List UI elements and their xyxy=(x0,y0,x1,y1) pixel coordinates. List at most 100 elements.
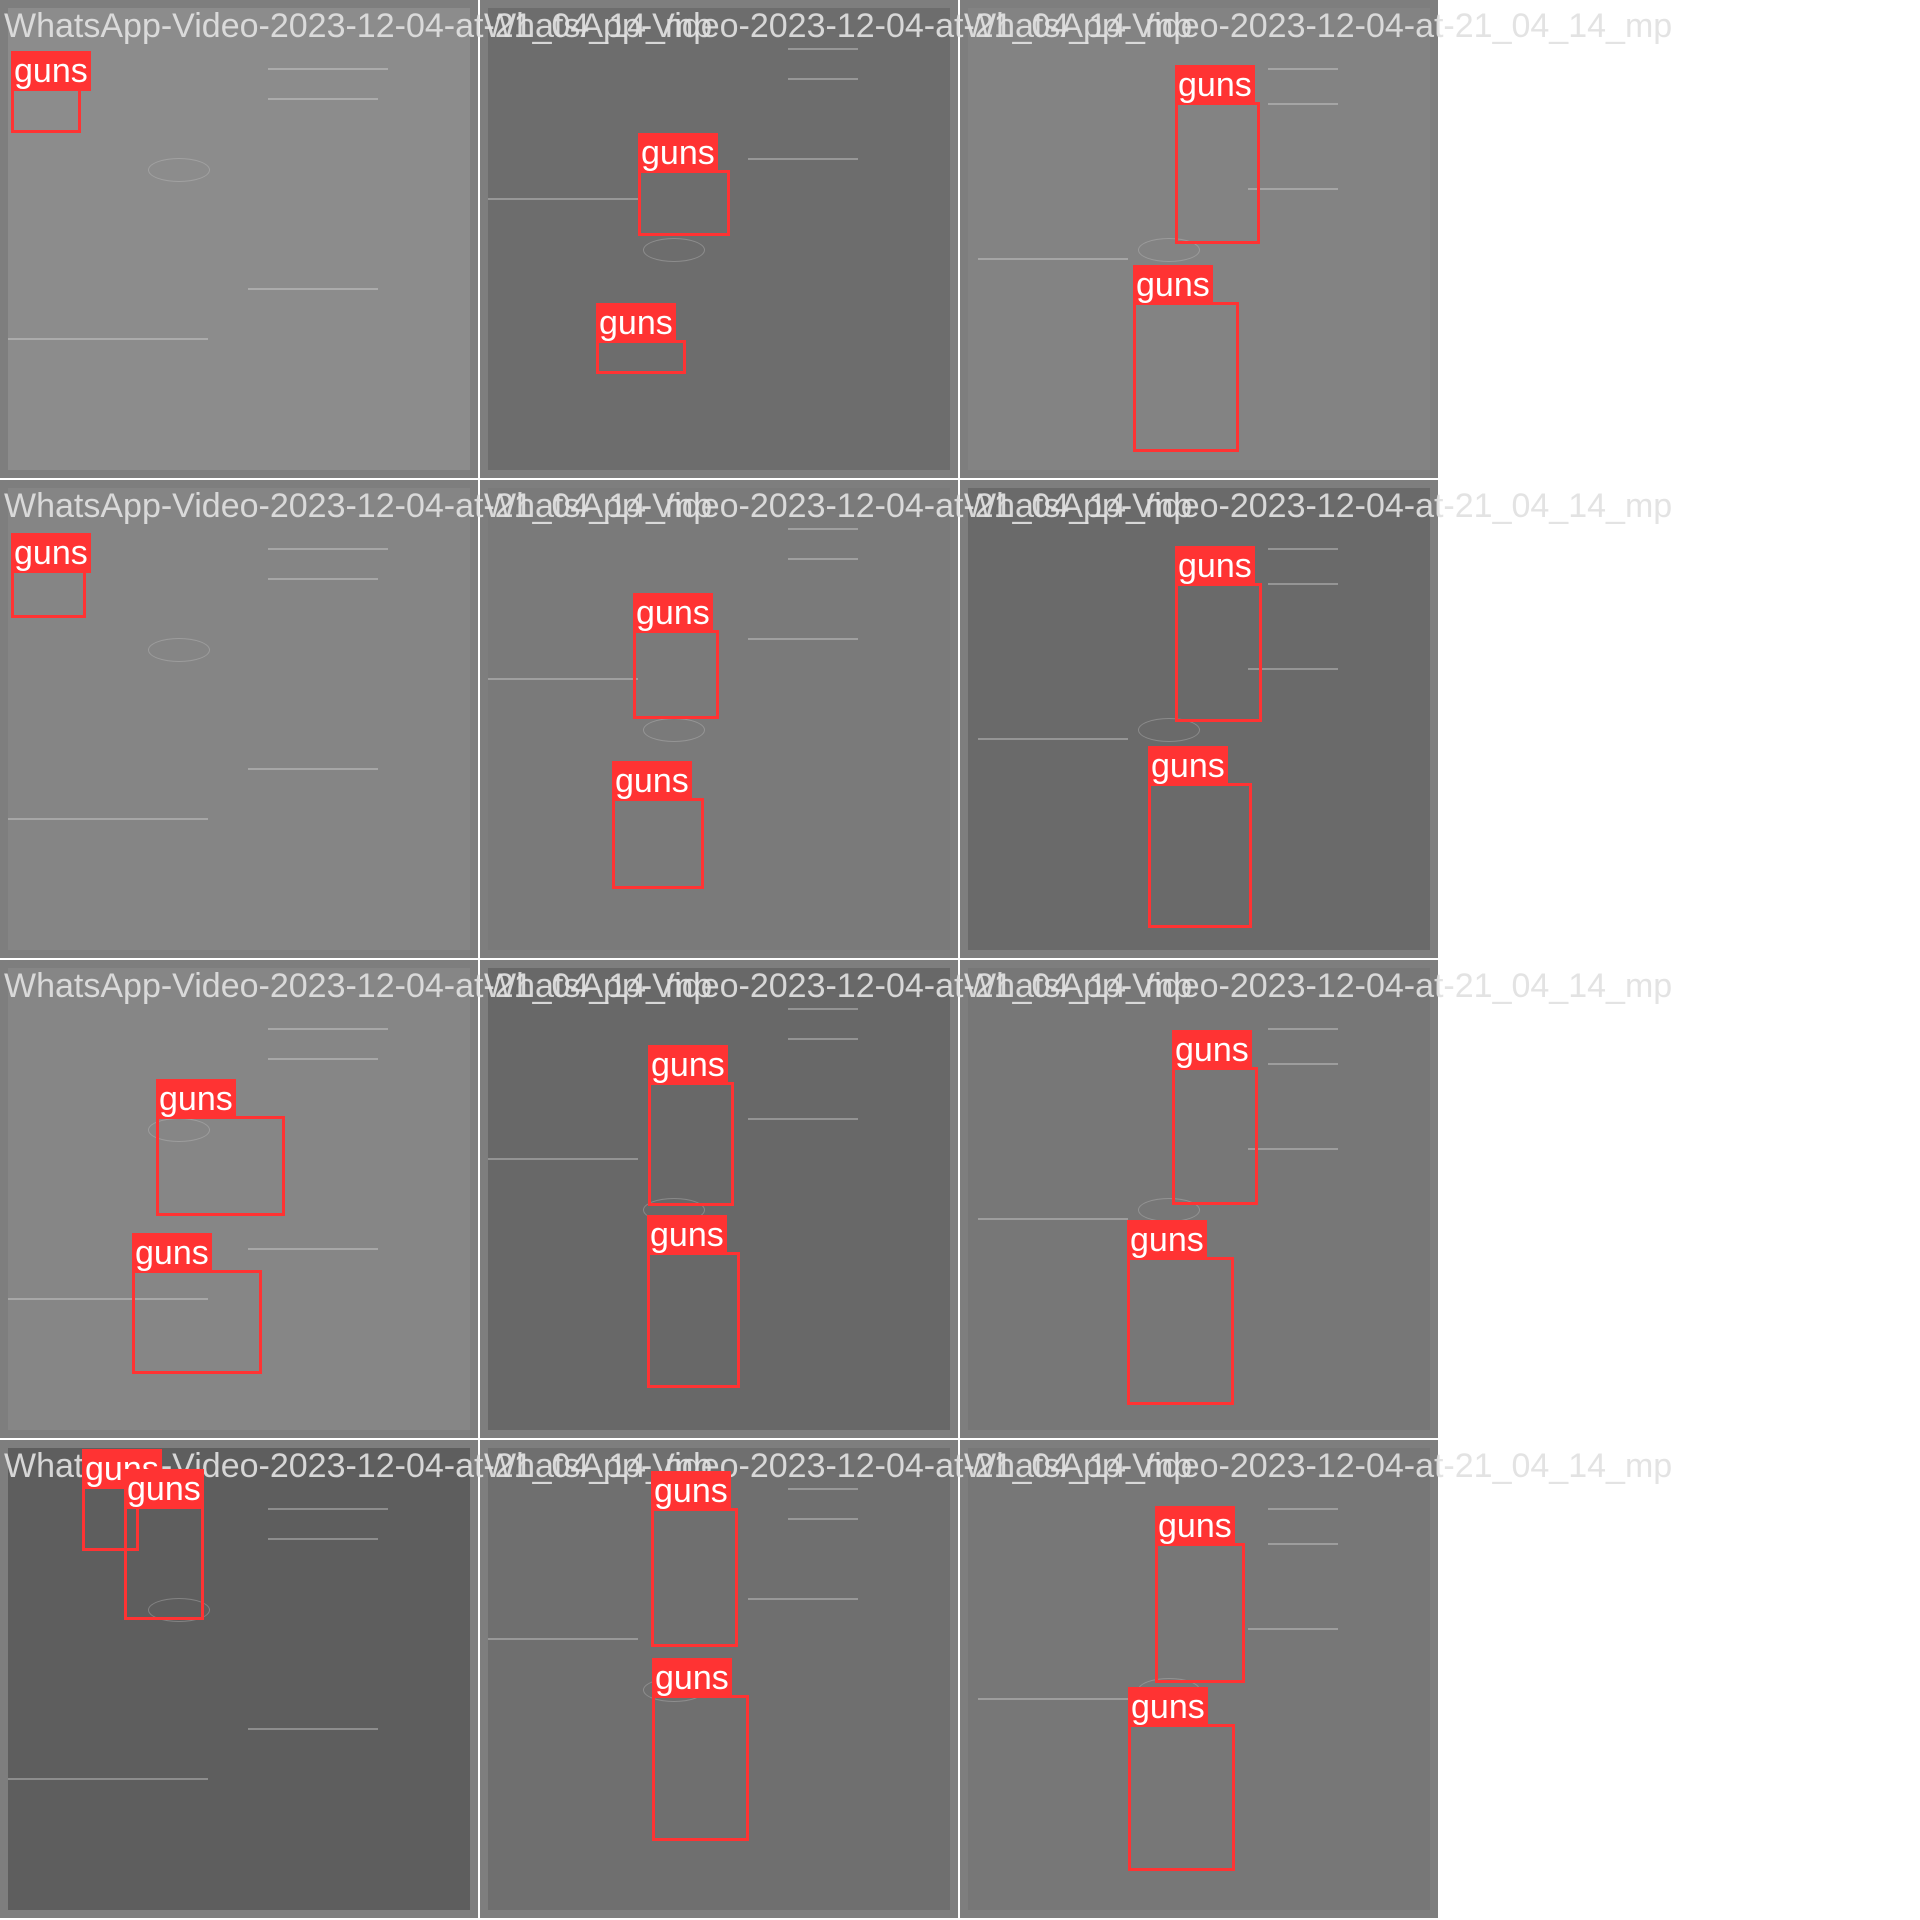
image-tile xyxy=(480,0,958,478)
image-tile xyxy=(480,480,958,958)
image-streak xyxy=(248,1728,378,1730)
image-streak xyxy=(488,1638,638,1640)
image-streak xyxy=(1268,1543,1338,1545)
detection-label: guns xyxy=(1175,546,1255,586)
image-streak xyxy=(748,638,858,640)
detection-box: guns xyxy=(647,1215,740,1388)
detection-label: guns xyxy=(596,303,676,343)
image-tile xyxy=(0,1440,478,1918)
detection-label: guns xyxy=(11,51,91,91)
image-blob xyxy=(1138,718,1200,742)
image-streak xyxy=(1248,188,1338,190)
detection-label: guns xyxy=(612,761,692,801)
image-streak xyxy=(748,1598,858,1600)
detection-label: guns xyxy=(132,1233,212,1273)
image-streak xyxy=(748,158,858,160)
image-blob xyxy=(1138,238,1200,262)
detection-box: guns xyxy=(651,1471,738,1647)
image-streak xyxy=(268,578,378,580)
image-streak xyxy=(8,1298,208,1300)
detection-box: guns xyxy=(1127,1220,1234,1405)
detection-label: guns xyxy=(1148,746,1228,786)
tile-filename: WhatsApp-Video-2023-12-04-at-21_04_14_mp xyxy=(4,487,713,525)
tile-filename: WhatsApp-Video-2023-12-04-at-21_04_14_mp xyxy=(484,1447,1193,1485)
detection-label: guns xyxy=(1128,1687,1208,1727)
image-streak xyxy=(268,68,388,70)
detection-box: guns xyxy=(1172,1030,1258,1205)
image-streak xyxy=(248,1248,378,1250)
detection-box: guns xyxy=(1148,746,1252,928)
detection-label: guns xyxy=(1172,1030,1252,1070)
detection-label: guns xyxy=(647,1215,727,1255)
detection-label: guns xyxy=(11,533,91,573)
detection-label: guns xyxy=(1155,1506,1235,1546)
image-streak xyxy=(978,258,1128,260)
detection-label: guns xyxy=(638,133,718,173)
detection-box: guns xyxy=(1155,1506,1245,1683)
image-streak xyxy=(788,1038,858,1040)
image-streak xyxy=(1268,103,1338,105)
image-streak xyxy=(1248,1148,1338,1150)
detection-box: guns xyxy=(11,533,91,618)
tile-filename: WhatsApp-Video-2023-12-04-at-21_04_14_mp xyxy=(964,7,1673,45)
image-streak xyxy=(268,1028,388,1030)
detection-box: guns xyxy=(156,1079,285,1216)
tile-filename: WhatsApp-Video-2023-12-04-at-21_04_14_mp xyxy=(4,967,713,1005)
image-streak xyxy=(978,1218,1128,1220)
image-streak xyxy=(1268,1028,1338,1030)
image-streak xyxy=(788,1518,858,1520)
image-blob xyxy=(148,158,210,182)
tile-filename: WhatsApp-Video-2023-12-04-at-21_04_14_mp xyxy=(484,967,1193,1005)
image-streak xyxy=(978,738,1128,740)
image-streak xyxy=(788,48,858,50)
image-streak xyxy=(788,528,858,530)
image-streak xyxy=(978,1698,1128,1700)
detection-box: guns xyxy=(638,133,730,236)
detection-box: guns xyxy=(11,51,91,133)
image-streak xyxy=(1268,548,1338,550)
frame-image xyxy=(488,8,950,470)
image-streak xyxy=(1268,1063,1338,1065)
detection-label: guns xyxy=(156,1079,236,1119)
tile-filename: WhatsApp-Video-2023-12-04-at-21_04_14_mp xyxy=(964,1447,1673,1485)
image-streak xyxy=(1248,1628,1338,1630)
image-streak xyxy=(268,1058,378,1060)
image-streak xyxy=(788,558,858,560)
image-streak xyxy=(488,678,638,680)
detection-label: guns xyxy=(1127,1220,1207,1260)
image-streak xyxy=(748,1118,858,1120)
detection-label: guns xyxy=(651,1471,731,1511)
tile-filename: WhatsApp-Video-2023-12-04-at-21_04_14_mp xyxy=(484,487,1193,525)
tile-filename: WhatsApp-Video-2023-12-04-at-21_04_14_mp xyxy=(4,7,713,45)
image-blob xyxy=(148,638,210,662)
image-tile xyxy=(0,960,478,1438)
image-streak xyxy=(8,1778,208,1780)
detection-box: guns xyxy=(612,761,704,889)
image-streak xyxy=(788,1008,858,1010)
image-streak xyxy=(1268,1508,1338,1510)
image-streak xyxy=(268,98,378,100)
image-streak xyxy=(488,198,638,200)
image-blob xyxy=(148,1598,210,1622)
detection-box: guns xyxy=(1128,1687,1235,1871)
image-streak xyxy=(268,548,388,550)
detection-box: guns xyxy=(648,1045,734,1206)
image-blob xyxy=(643,718,705,742)
image-streak xyxy=(268,1508,388,1510)
detection-box: guns xyxy=(132,1233,262,1374)
detection-label: guns xyxy=(633,593,713,633)
image-streak xyxy=(8,338,208,340)
tile-filename: WhatsApp-Video-2023-12-04-at-21_04_14_mp xyxy=(964,967,1673,1005)
detection-label: guns xyxy=(648,1045,728,1085)
image-streak xyxy=(1248,668,1338,670)
detection-box: guns xyxy=(633,593,719,719)
detection-label: guns xyxy=(1133,265,1213,305)
image-streak xyxy=(268,1538,378,1540)
detection-box: guns xyxy=(124,1469,204,1620)
image-streak xyxy=(488,1158,638,1160)
frame-image xyxy=(8,968,470,1430)
detection-box: guns xyxy=(1175,546,1262,722)
frame-image xyxy=(488,488,950,950)
detection-label: guns xyxy=(652,1658,732,1698)
